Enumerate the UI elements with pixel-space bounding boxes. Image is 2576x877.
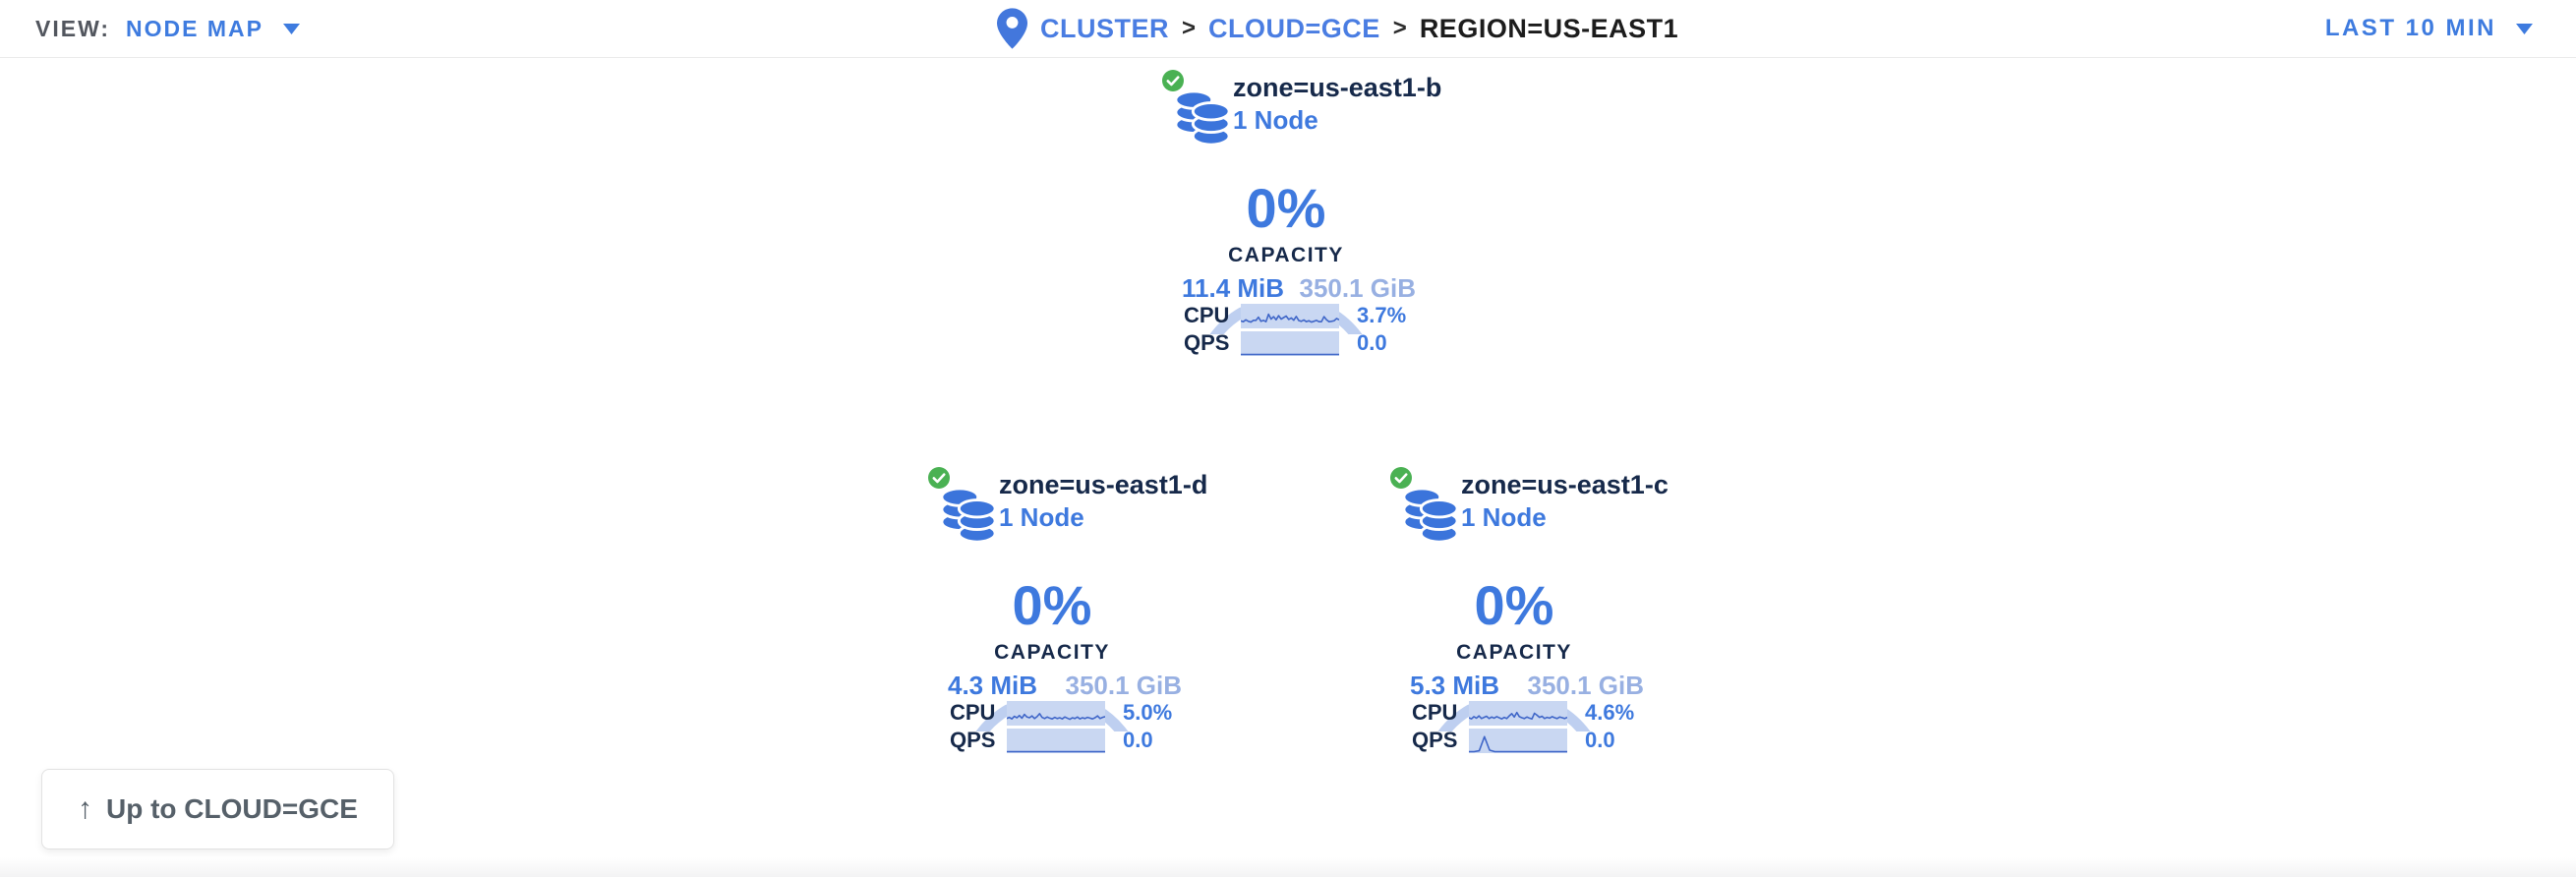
up-button-label: Up to CLOUD=GCE <box>106 793 358 824</box>
zone-node-count: 1 Node <box>999 502 1084 532</box>
time-range-selector[interactable]: LAST 10 MIN <box>2325 0 2533 57</box>
capacity-used: 11.4 MiB <box>1182 273 1285 303</box>
qps-sparkline <box>1469 728 1567 753</box>
green-check-icon <box>928 467 950 489</box>
qps-value: 0.0 <box>1123 728 1153 752</box>
cpu-label: CPU <box>950 700 996 725</box>
capacity-used: 5.3 MiB <box>1410 671 1500 700</box>
db-stack-icon <box>1402 487 1459 544</box>
capacity-total: 350.1 GiB <box>1065 671 1182 700</box>
capacity-percent: 0% <box>1012 574 1092 636</box>
capacity-label: CAPACITY <box>1228 244 1344 266</box>
qps-value: 0.0 <box>1585 728 1615 752</box>
view-label: VIEW: <box>35 15 111 41</box>
cpu-sparkline <box>1241 303 1339 328</box>
zone-card-us-east1-b[interactable]: zone=us-east1-b 1 Node 0% CAPACITY 11.4 … <box>1139 65 1441 372</box>
capacity-percent: 0% <box>1474 574 1554 636</box>
qps-row: QPS 0.0 <box>1412 728 1615 753</box>
capacity-values-row: 5.3 MiB 350.1 GiB <box>1410 671 1644 701</box>
qps-label: QPS <box>1412 728 1458 752</box>
chevron-down-icon <box>2516 23 2533 34</box>
breadcrumb-separator: > <box>1392 15 1407 41</box>
capacity-used: 4.3 MiB <box>948 671 1038 700</box>
cpu-value: 5.0% <box>1123 700 1173 725</box>
cpu-label: CPU <box>1184 303 1230 327</box>
breadcrumb-cloud-gce[interactable]: CLOUD=GCE <box>1208 13 1380 43</box>
zone-node-count: 1 Node <box>1461 502 1547 532</box>
qps-row: QPS 0.0 <box>950 728 1153 753</box>
cpu-sparkline <box>1007 700 1105 726</box>
breadcrumb-separator: > <box>1182 15 1197 41</box>
qps-row: QPS 0.0 <box>1184 330 1387 356</box>
cpu-row: CPU 4.6% <box>1412 700 1634 726</box>
breadcrumb-region-current: REGION=US-EAST1 <box>1419 13 1679 43</box>
capacity-total: 350.1 GiB <box>1299 273 1416 303</box>
capacity-total: 350.1 GiB <box>1527 671 1644 700</box>
zone-name: zone=us-east1-d <box>999 470 1208 499</box>
breadcrumb-cluster[interactable]: CLUSTER <box>1040 13 1169 43</box>
qps-sparkline <box>1241 330 1339 356</box>
cpu-sparkline <box>1469 700 1567 726</box>
green-check-icon <box>1390 467 1412 489</box>
cpu-value: 4.6% <box>1585 700 1635 725</box>
qps-label: QPS <box>1184 330 1230 355</box>
capacity-percent: 0% <box>1246 177 1326 239</box>
capacity-values-row: 4.3 MiB 350.1 GiB <box>948 671 1182 701</box>
qps-label: QPS <box>950 728 996 752</box>
capacity-label: CAPACITY <box>994 641 1110 664</box>
db-stack-icon <box>940 487 997 544</box>
db-stack-icon <box>1174 89 1231 146</box>
location-pin-icon <box>997 8 1027 49</box>
green-check-icon <box>1162 70 1184 91</box>
view-selector[interactable]: VIEW: NODE MAP <box>35 0 300 57</box>
up-to-cloud-gce-button[interactable]: ↑ Up to CLOUD=GCE <box>41 769 394 849</box>
chevron-down-icon <box>282 23 300 34</box>
view-value: NODE MAP <box>126 15 263 41</box>
breadcrumb: CLUSTER > CLOUD=GCE > REGION=US-EAST1 <box>997 0 1678 57</box>
zone-name: zone=us-east1-b <box>1233 73 1442 102</box>
capacity-label: CAPACITY <box>1456 641 1572 664</box>
capacity-values-row: 11.4 MiB 350.1 GiB <box>1182 273 1416 304</box>
top-bar: VIEW: NODE MAP CLUSTER > CLOUD=GCE > REG… <box>0 0 2576 58</box>
cpu-row: CPU 3.7% <box>1184 303 1406 328</box>
time-range-value: LAST 10 MIN <box>2324 15 2496 41</box>
cpu-label: CPU <box>1412 700 1458 725</box>
cpu-row: CPU 5.0% <box>950 700 1172 726</box>
qps-sparkline <box>1007 728 1105 753</box>
qps-value: 0.0 <box>1357 330 1387 355</box>
up-arrow-icon: ↑ <box>78 792 92 825</box>
cpu-value: 3.7% <box>1357 303 1407 327</box>
zone-name: zone=us-east1-c <box>1461 470 1669 499</box>
zone-card-us-east1-d[interactable]: zone=us-east1-d 1 Node 0% CAPACITY 4.3 M… <box>905 462 1207 769</box>
zone-node-count: 1 Node <box>1233 105 1318 135</box>
zone-card-us-east1-c[interactable]: zone=us-east1-c 1 Node 0% CAPACITY 5.3 M… <box>1367 462 1669 769</box>
bottom-edge-shade <box>0 857 2576 877</box>
